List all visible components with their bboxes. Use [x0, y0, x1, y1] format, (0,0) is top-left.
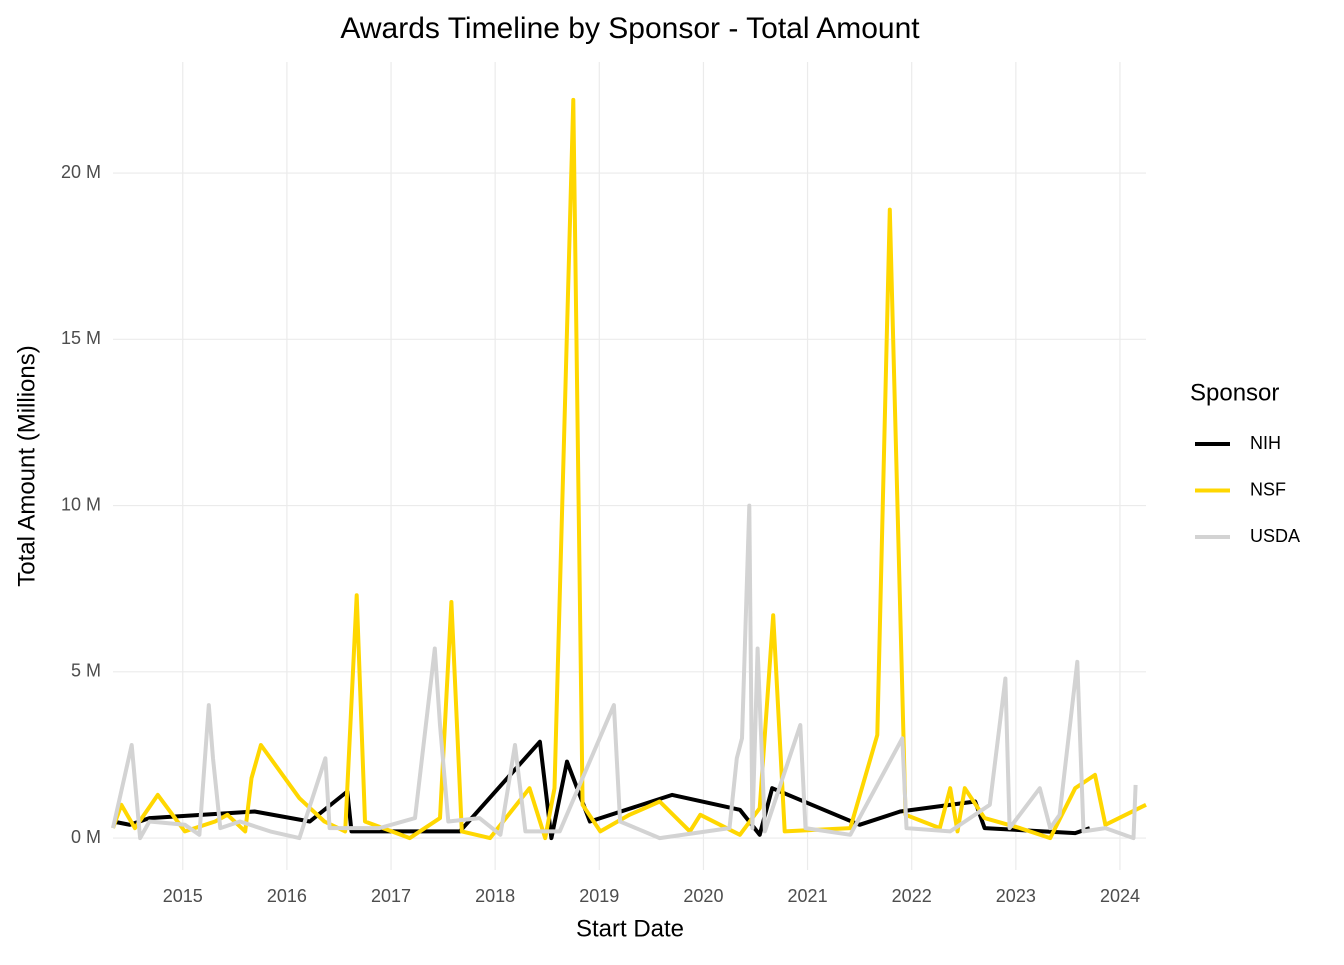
y-tick-label: 20 M — [61, 162, 101, 182]
x-tick-label: 2019 — [579, 886, 619, 906]
x-tick-label: 2022 — [892, 886, 932, 906]
series-line — [111, 503, 1138, 841]
x-tick-label: 2018 — [475, 886, 515, 906]
x-tick-label: 2016 — [267, 886, 307, 906]
x-axis-title: Start Date — [576, 915, 684, 942]
x-tick-label: 2023 — [996, 886, 1036, 906]
legend-title: Sponsor — [1190, 379, 1279, 406]
legend-label: USDA — [1250, 526, 1300, 546]
y-tick-label: 15 M — [61, 328, 101, 348]
chart-title: Awards Timeline by Sponsor - Total Amoun… — [340, 12, 920, 45]
series-line — [111, 97, 1147, 841]
x-tick-label: 2017 — [371, 886, 411, 906]
legend-label: NIH — [1250, 433, 1281, 453]
y-tick-label: 0 M — [71, 827, 101, 847]
x-tick-label: 2015 — [163, 886, 203, 906]
x-tick-label: 2021 — [788, 886, 828, 906]
y-tick-label: 10 M — [61, 494, 101, 514]
x-tick-label: 2024 — [1100, 886, 1140, 906]
series-line — [112, 739, 1091, 841]
y-axis-title: Total Amount (Millions) — [13, 345, 40, 586]
x-tick-label: 2020 — [683, 886, 723, 906]
y-tick-label: 5 M — [71, 661, 101, 681]
legend-label: NSF — [1250, 479, 1286, 499]
